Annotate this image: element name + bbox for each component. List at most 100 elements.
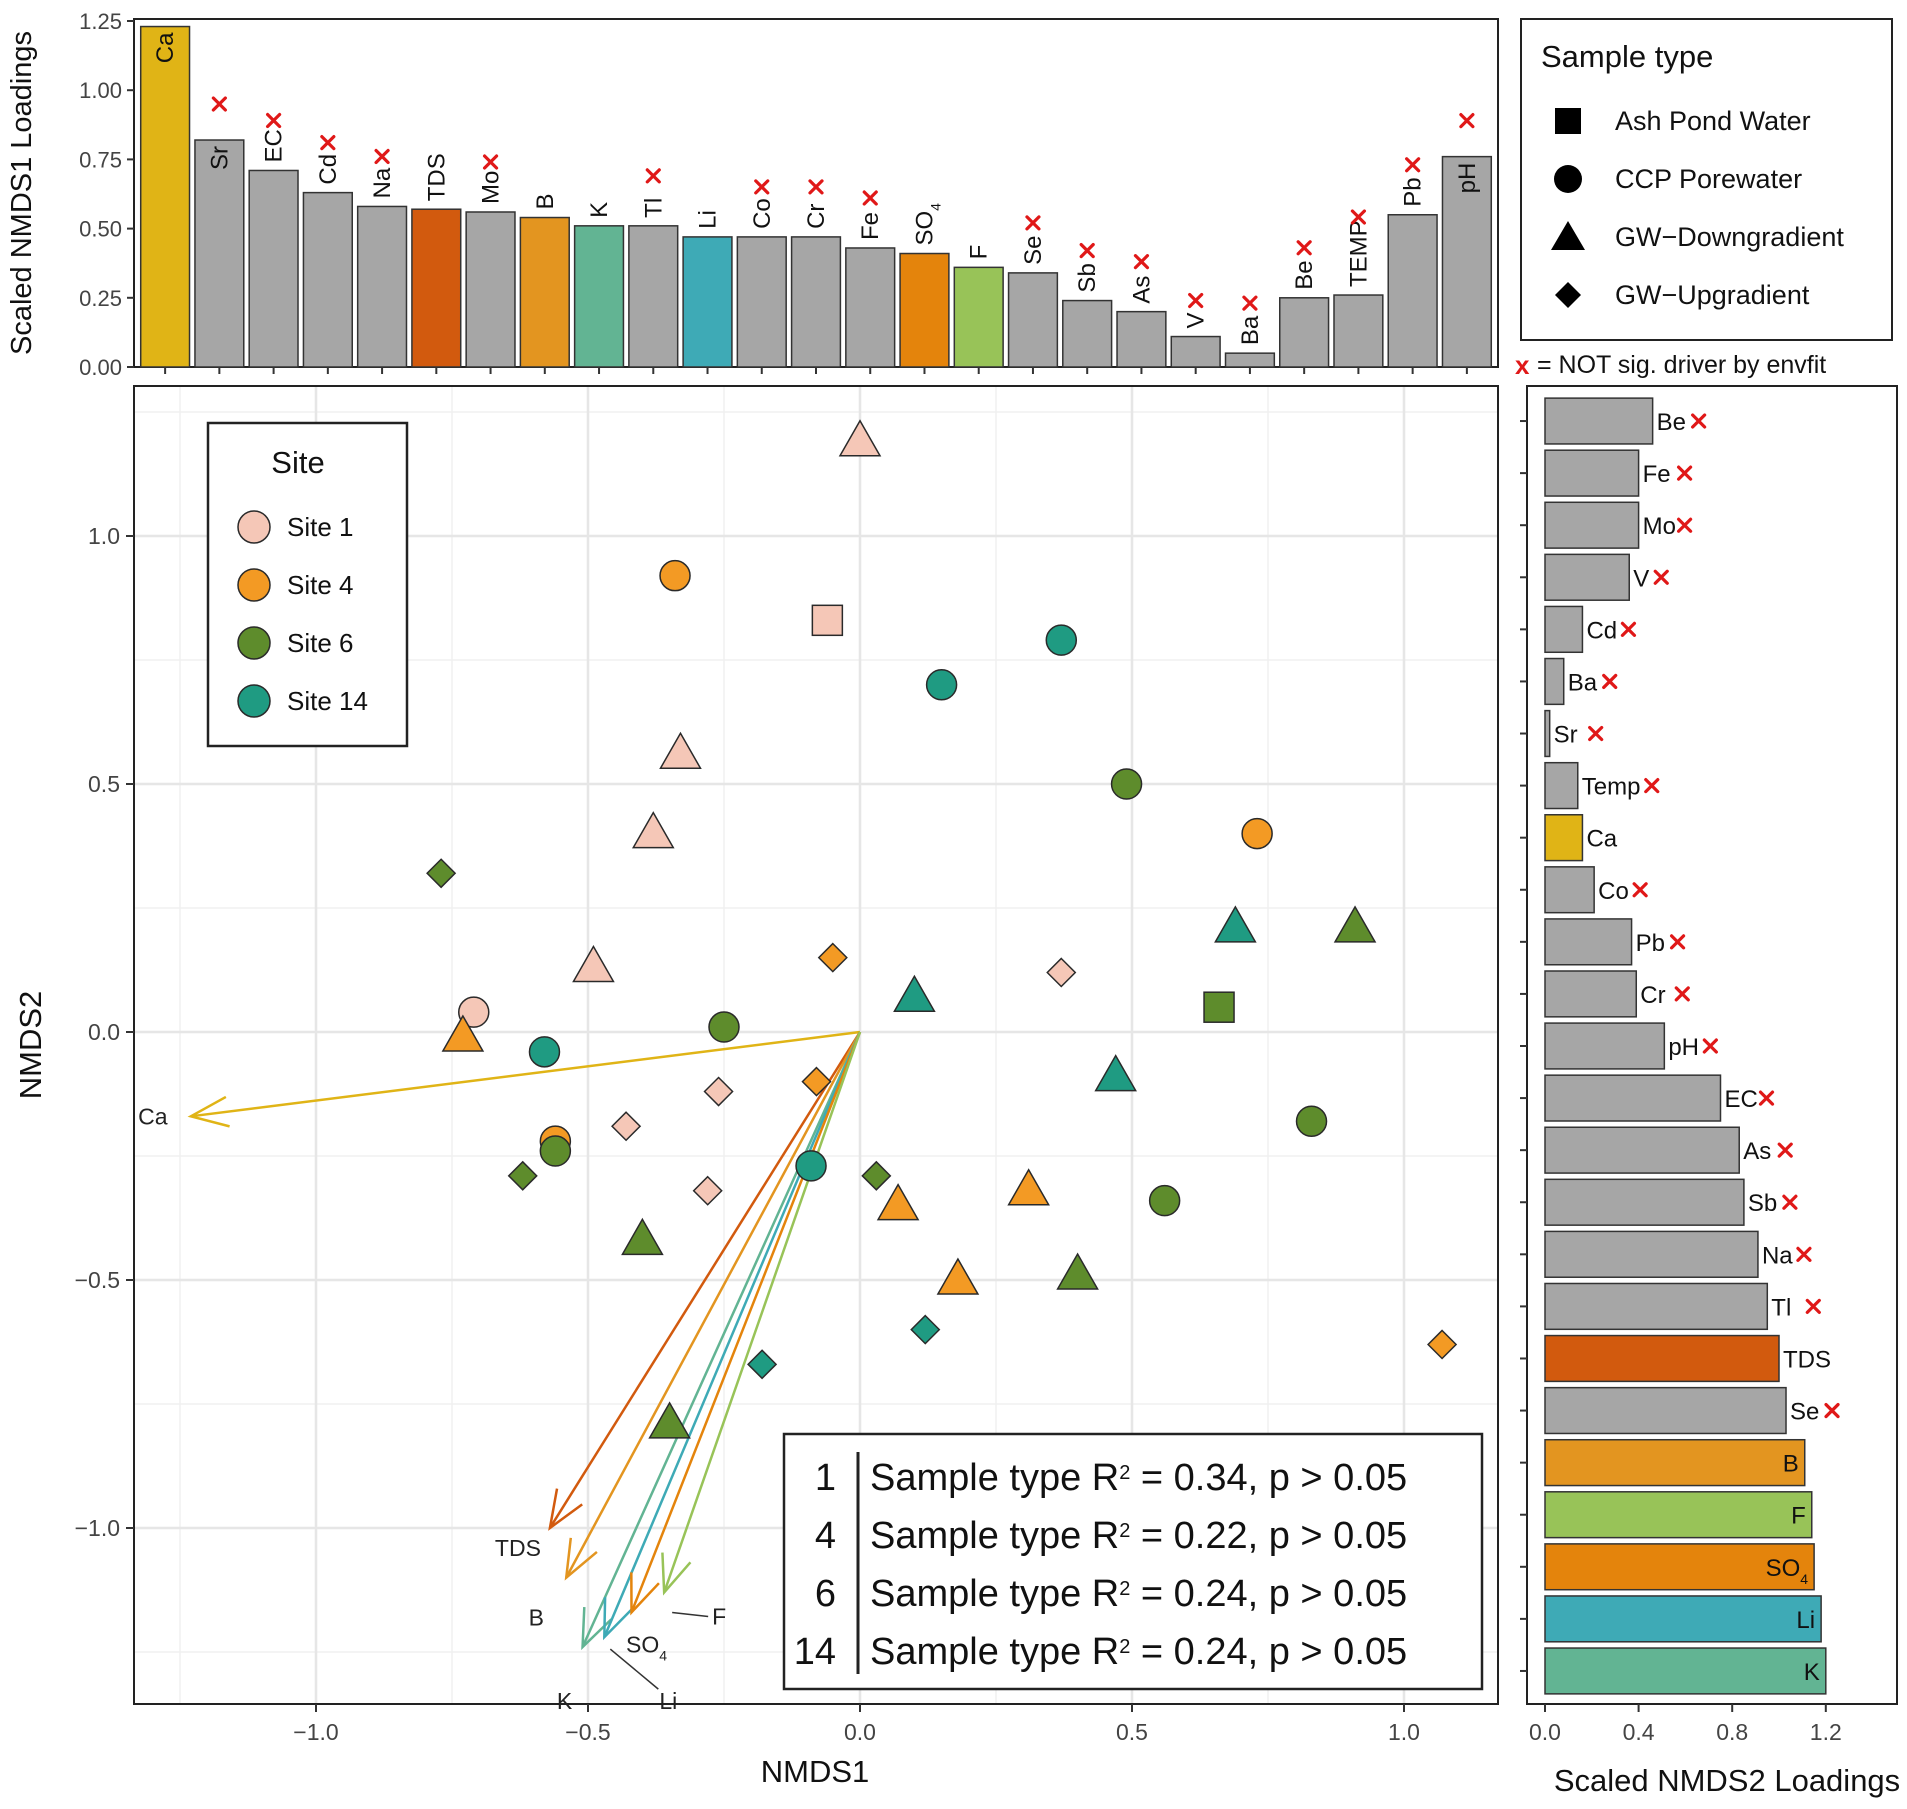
main-panel-frame	[133, 385, 1499, 1705]
site14-circle-point	[925, 669, 958, 701]
top-ytick-label: 0.75	[79, 147, 122, 172]
right-bar-label: Sb	[1748, 1190, 1777, 1217]
main-xtick-label: 0.0	[844, 1719, 876, 1745]
top-bar-label: V	[1183, 313, 1210, 329]
vector-arrowhead	[630, 1572, 660, 1616]
cross-icon	[1602, 673, 1618, 690]
site6-square-point	[1203, 991, 1235, 1023]
top-bar-f	[953, 266, 1004, 368]
right-bar-label: Cr	[1640, 982, 1665, 1009]
cross-icon	[320, 135, 336, 151]
cross-icon	[211, 96, 227, 112]
top-bar-label: As	[1128, 276, 1155, 304]
site1-square-point	[811, 604, 844, 637]
top-bar-cd	[302, 191, 353, 368]
site1-diamond-point	[1046, 957, 1077, 988]
top-bar-label: Be	[1291, 260, 1318, 289]
circle-icon	[1554, 165, 1582, 193]
top-bar-k	[573, 225, 625, 368]
cross-icon	[1691, 413, 1707, 429]
site4-diamond-point	[801, 1066, 832, 1097]
site-legend-swatch	[237, 568, 271, 602]
right-bar-mo	[1544, 501, 1640, 549]
right-xtick-label: 0.0	[1529, 1719, 1561, 1745]
right-bar-label: Li	[1796, 1607, 1815, 1634]
site14-triangle-point	[893, 974, 936, 1013]
vector-arrowhead	[581, 1607, 613, 1651]
top-bar-tds	[411, 208, 462, 368]
sample-legend-label: CCP Porewater	[1615, 164, 1802, 194]
right-bar-label: Se	[1790, 1399, 1819, 1426]
site4-triangle-point	[936, 1257, 980, 1295]
top-ytick-label: 1.25	[79, 9, 122, 34]
top-bar-co	[736, 236, 787, 368]
cross-icon	[862, 190, 878, 206]
cross-icon	[1777, 1142, 1793, 1158]
top-bar-label: Co	[749, 198, 776, 229]
cross-icon	[1620, 621, 1637, 637]
vector-b	[565, 1031, 862, 1579]
site-legend-swatch	[237, 510, 271, 544]
top-bar-b	[519, 216, 570, 368]
top-bar-sb	[1062, 299, 1113, 368]
cross-icon	[1242, 295, 1258, 311]
vector-label: Li	[659, 1688, 677, 1714]
right-bar-as	[1544, 1126, 1740, 1174]
top-bar-label: F	[966, 245, 993, 260]
right-bar-so4	[1544, 1543, 1815, 1591]
top-bar-tl	[628, 225, 679, 368]
top-bar-label: pH	[1454, 163, 1481, 194]
right-bar-sr	[1544, 709, 1551, 758]
site-legend-label: Site 4	[287, 570, 354, 600]
right-bar-ba	[1544, 657, 1565, 706]
cross-icon	[1677, 465, 1693, 481]
right-bar-f	[1544, 1491, 1813, 1539]
site4-diamond-point	[817, 942, 848, 973]
r2-annotation-box: 1 Sample type R2 = 0.34, p > 0.05 4 Sample …	[782, 1432, 1484, 1691]
top-bar-na	[356, 205, 408, 368]
envfit-note: x = NOT sig. driver by envfit	[1515, 350, 1826, 380]
right-bar-label: Cd	[1586, 617, 1617, 644]
site1-diamond-point	[692, 1175, 723, 1206]
vector-arrowhead	[548, 1488, 583, 1531]
right-bar-tl	[1544, 1282, 1769, 1331]
top-bar-label: TEMP	[1345, 220, 1372, 287]
sample-legend-title: Sample type	[1541, 39, 1713, 74]
site4-triangle-point	[441, 1014, 485, 1052]
top-ytick-label: 1.00	[79, 78, 122, 103]
site-legend-label: Site 14	[287, 686, 368, 716]
cross-icon	[1296, 240, 1312, 256]
site6-circle-point	[1295, 1105, 1328, 1138]
right-bar-label: Ca	[1586, 826, 1617, 853]
cross-icon	[1674, 986, 1690, 1002]
top-bar-temp	[1333, 294, 1384, 368]
main-xlabel: NMDS1	[761, 1754, 870, 1789]
site-legend-label: Site 6	[287, 628, 354, 658]
site1-triangle-point	[659, 731, 702, 769]
sample-legend-label: GW−Downgradient	[1615, 222, 1844, 252]
r2-site-number: 1	[815, 1457, 836, 1499]
triangle-icon	[1551, 221, 1585, 250]
top-bar-pb	[1387, 214, 1438, 368]
cross-icon	[1824, 1402, 1840, 1419]
vector-label: K	[557, 1688, 573, 1714]
site4-triangle-point	[876, 1183, 920, 1221]
diamond-icon	[1555, 282, 1581, 308]
right-bar-label: TDS	[1783, 1346, 1831, 1373]
top-bar-as	[1116, 310, 1167, 368]
site6-triangle-point	[1333, 905, 1377, 943]
top-bar-label: Ca	[152, 32, 179, 63]
right-bar-label: SO4	[1766, 1555, 1809, 1587]
sample-legend-label: GW−Upgradient	[1615, 280, 1810, 310]
top-bar-label: B	[532, 194, 559, 210]
right-xtick-label: 0.4	[1623, 1719, 1655, 1745]
right-bar-label: Tl	[1771, 1294, 1791, 1321]
top-ytick-label: 0.00	[79, 355, 122, 380]
site1-triangle-point	[838, 419, 882, 457]
main-ylabel: NMDS2	[13, 991, 48, 1100]
site-legend-swatch	[237, 626, 271, 660]
top-bar-ba	[1224, 352, 1276, 368]
vector-arrowhead	[187, 1095, 230, 1128]
site1-triangle-point	[631, 811, 675, 849]
right-bar-label: F	[1791, 1503, 1806, 1530]
